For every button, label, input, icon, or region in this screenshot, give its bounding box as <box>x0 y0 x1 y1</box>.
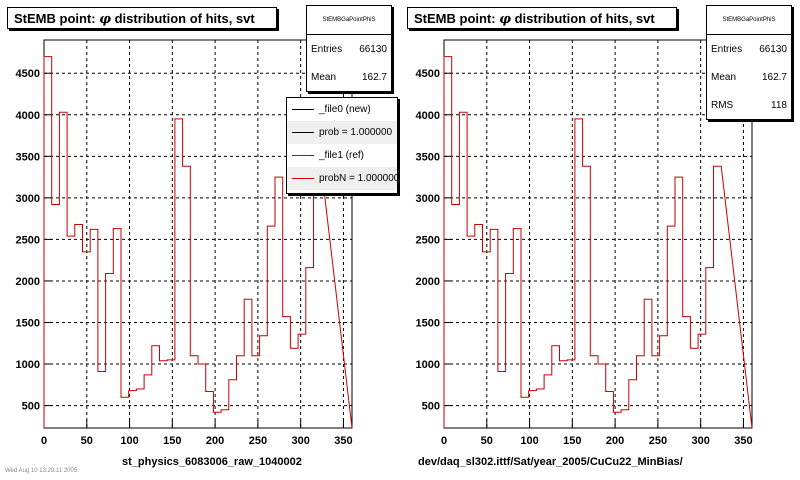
stats-row-mean: Mean 162.7 <box>311 71 387 83</box>
y-tick-label: 4500 <box>16 68 40 80</box>
left-canvas-pad: 0 50 100 150 200 250 300 350 500 1000 1500 2000 2500… <box>5 5 398 474</box>
legend-entry-probn: probN = 1.000000 <box>287 167 397 190</box>
legend-entry-file1: _file1 (ref) <box>287 144 397 167</box>
y-tick-label: 1000 <box>416 359 440 371</box>
x-tick-label: 350 <box>734 435 752 447</box>
stats-row-entries: Entries 66130 <box>711 43 787 55</box>
y-tick-label: 1500 <box>416 317 440 329</box>
x-tick-label: 100 <box>120 435 138 447</box>
x-tick-label: 0 <box>41 435 47 447</box>
y-tick-label: 3000 <box>16 193 40 205</box>
footer-note: Wed Aug 10 13:29:11 2005 <box>5 468 78 474</box>
x-tick-label: 250 <box>649 435 667 447</box>
legend-line-icon <box>292 155 314 156</box>
left-legend: _file0 (new) prob = 1.000000 _file1 (ref… <box>286 97 398 194</box>
x-tick-label: 300 <box>691 435 709 447</box>
phi-symbol: φ <box>499 12 511 27</box>
stats-name: StEMBGaPointPhiS <box>307 6 391 35</box>
title-suffix: distribution of hits, svt <box>514 11 655 26</box>
legend-line-icon <box>292 132 314 133</box>
x-tick-label: 100 <box>520 435 538 447</box>
x-tick-label: 300 <box>291 435 309 447</box>
title-prefix: StEMB point: <box>414 11 496 26</box>
histogram-series-line <box>43 56 353 429</box>
legend-line-icon <box>292 109 314 110</box>
title-prefix: StEMB point: <box>14 11 96 26</box>
left-plot-title: StEMB point: φ distribution of hits, svt <box>7 7 277 29</box>
x-tick-label: 200 <box>606 435 624 447</box>
y-tick-label: 2500 <box>16 234 40 246</box>
right-plot-title: StEMB point: φ distribution of hits, svt <box>407 7 677 29</box>
stats-row-rms: RMS 118 <box>711 99 787 111</box>
stats-row-entries: Entries 66130 <box>311 43 387 55</box>
legend-entry-file0: _file0 (new) <box>287 98 397 121</box>
title-suffix: distribution of hits, svt <box>114 11 255 26</box>
right-histogram-plot: 0 50 100 150 200 250 300 350 500 1000 1500 2000 2500… <box>416 39 753 447</box>
y-tick-label: 500 <box>22 401 40 413</box>
y-tick-label: 1000 <box>16 359 40 371</box>
y-tick-label: 2000 <box>416 276 440 288</box>
stats-row-mean: Mean 162.7 <box>711 71 787 83</box>
x-tick-label: 250 <box>249 435 267 447</box>
left-stats-box: StEMBGaPointPhiS Entries 66130 Mean 162.… <box>306 5 392 92</box>
phi-symbol: φ <box>99 12 111 27</box>
y-tick-label: 4000 <box>416 110 440 122</box>
x-tick-label: 50 <box>481 435 493 447</box>
stats-name: StEMBGaPointPhiS <box>707 6 791 35</box>
x-tick-label: 50 <box>81 435 93 447</box>
legend-line-icon <box>292 178 314 179</box>
x-tick-label: 350 <box>334 435 352 447</box>
legend-entry-prob: prob = 1.000000 <box>287 121 397 144</box>
y-tick-label: 3500 <box>16 151 40 163</box>
y-tick-label: 3000 <box>416 193 440 205</box>
y-tick-label: 2000 <box>16 276 40 288</box>
y-tick-label: 4000 <box>16 110 40 122</box>
x-tick-label: 150 <box>163 435 181 447</box>
right-x-axis-title: dev/daq_sl302.ittf/Sat/year_2005/CuCu22_… <box>418 456 683 468</box>
x-tick-label: 0 <box>441 435 447 447</box>
x-tick-label: 200 <box>206 435 224 447</box>
right-canvas-pad: 0 50 100 150 200 250 300 350 500 1000 1500 2000 2500… <box>400 0 800 480</box>
left-x-axis-title: st_physics_6083006_raw_1040002 <box>122 456 302 468</box>
y-tick-label: 500 <box>422 401 440 413</box>
y-tick-label: 4500 <box>416 68 440 80</box>
y-tick-label: 1500 <box>16 317 40 329</box>
y-tick-label: 3500 <box>416 151 440 163</box>
y-tick-label: 2500 <box>416 234 440 246</box>
x-tick-label: 150 <box>563 435 581 447</box>
right-stats-box: StEMBGaPointPhiS Entries 66130 Mean 162.… <box>706 5 792 120</box>
histogram-series-line <box>443 56 753 429</box>
